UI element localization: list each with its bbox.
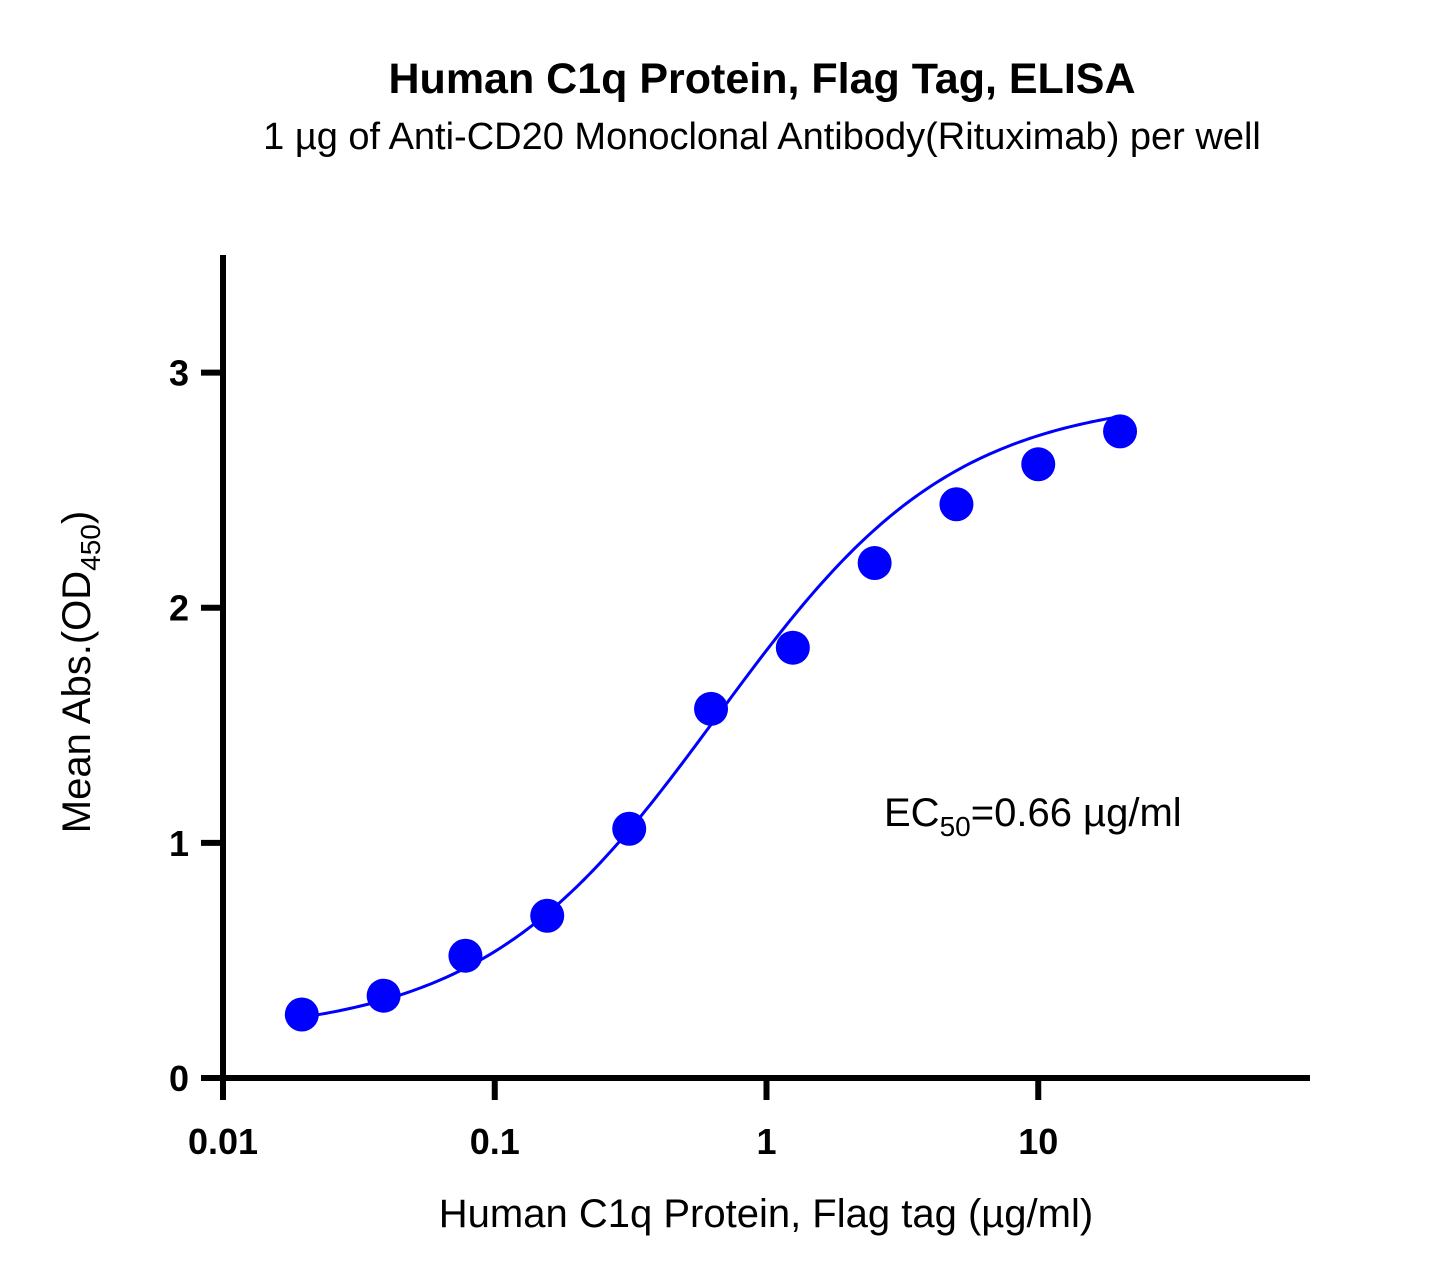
y-axis-label-sub: 450 (75, 524, 106, 571)
x-axis-label: Human C1q Protein, Flag tag (µg/ml) (439, 1192, 1093, 1236)
data-point (448, 938, 483, 973)
y-tick-label: 3 (169, 353, 189, 394)
y-tick-label: 0 (169, 1058, 189, 1099)
axes (220, 255, 1310, 1081)
ec50-suffix: =0.66 µg/ml (971, 791, 1182, 835)
data-point (1103, 414, 1138, 449)
data-point (612, 811, 647, 846)
y-axis-label-main: Mean Abs.(OD (55, 571, 99, 833)
data-point (694, 691, 729, 726)
data-point (530, 898, 565, 933)
ec50-annotation: EC50=0.66 µg/ml (884, 791, 1182, 842)
chart-title: Human C1q Protein, Flag Tag, ELISA (389, 55, 1136, 103)
x-tick-label: 0.01 (188, 1121, 258, 1162)
data-point (1021, 447, 1056, 482)
chart-subtitle: 1 µg of Anti-CD20 Monoclonal Antibody(Ri… (263, 116, 1261, 158)
x-tick-label: 1 (756, 1121, 776, 1162)
ec50-prefix: EC (884, 791, 940, 835)
x-tick-label: 0.1 (470, 1121, 520, 1162)
y-axis-label-end: ) (55, 511, 99, 524)
data-point (775, 630, 810, 665)
x-tick-label: 10 (1018, 1121, 1058, 1162)
x-axis-ticks: 0.01 0.1 1 10 (188, 1078, 1058, 1162)
y-axis-ticks: 0 1 2 3 (169, 353, 223, 1099)
data-point (284, 997, 319, 1032)
data-points (284, 414, 1138, 1032)
data-point (366, 978, 401, 1013)
y-tick-label: 1 (169, 823, 189, 864)
data-point (857, 546, 892, 581)
data-point (939, 487, 974, 522)
y-tick-label: 2 (169, 588, 189, 629)
ec50-sub: 50 (940, 811, 971, 842)
y-axis-label: Mean Abs.(OD450) (55, 511, 106, 833)
